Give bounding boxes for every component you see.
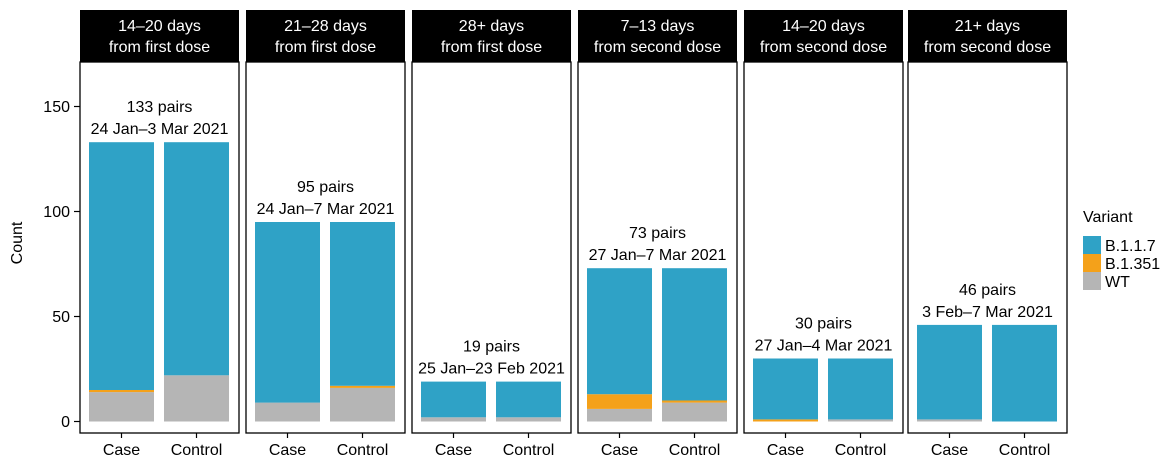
legend-swatch <box>1083 272 1101 290</box>
panel-border <box>245 61 406 434</box>
bar-control-wt <box>662 402 727 422</box>
pairs-annotation: 24 Jan–7 Mar 2021 <box>257 201 395 218</box>
bar-case-wt <box>255 402 320 422</box>
facet-panel: 21+ days from second dose Case Control 46 pa… <box>907 10 1068 459</box>
bar-control-wt <box>496 417 561 422</box>
pairs-annotation: 133 pairs <box>127 99 193 116</box>
facet-strip-label: 14–20 days <box>118 18 201 35</box>
x-tick-label: Control <box>669 442 721 459</box>
bar-case-wt <box>587 408 652 422</box>
bar-case-b117 <box>89 142 154 390</box>
x-tick-label: Control <box>835 442 887 459</box>
facet-panel: 21–28 days from first dose Case Control 95 p… <box>245 10 406 459</box>
bar-case-wt <box>421 417 486 422</box>
bar-control-b117 <box>662 268 727 401</box>
legend-label: WT <box>1105 274 1130 291</box>
x-tick-label: Case <box>269 442 306 459</box>
bar-control-wt <box>164 375 229 422</box>
facet-strip-label: 21+ days <box>955 18 1020 35</box>
bar-case-b117 <box>255 222 320 403</box>
bar-control-b117 <box>330 222 395 386</box>
bar-control-b1351 <box>662 400 727 403</box>
x-tick-label: Case <box>767 442 804 459</box>
x-tick-label: Control <box>999 442 1051 459</box>
facet-strip-label: 21–28 days <box>284 18 367 35</box>
legend-swatch <box>1083 236 1101 254</box>
facet-strip <box>908 10 1067 62</box>
facet-strip <box>80 10 239 62</box>
facet-panel: 14–20 days from second dose Case Control 30 … <box>743 10 904 459</box>
facet-strip-label: from second dose <box>924 39 1051 56</box>
y-tick-label: 100 <box>43 204 70 221</box>
facet-strip <box>578 10 737 62</box>
y-tick-label: 150 <box>43 99 70 116</box>
facet-strip-label: from first dose <box>109 39 210 56</box>
facet-strip-label: from second dose <box>760 39 887 56</box>
pairs-annotation: 27 Jan–4 Mar 2021 <box>755 338 893 355</box>
bar-case-wt <box>89 392 154 422</box>
bar-control-wt <box>828 419 893 422</box>
bar-control-wt <box>330 387 395 422</box>
bar-case-b1351 <box>753 419 818 422</box>
pairs-annotation: 25 Jan–23 Feb 2021 <box>418 361 565 378</box>
panel-border <box>79 61 240 434</box>
panel-border <box>411 61 572 434</box>
x-tick-label: Case <box>931 442 968 459</box>
pairs-annotation: 24 Jan–3 Mar 2021 <box>91 121 229 138</box>
facet-panel: 14–20 days from first dose Case Control 133 … <box>79 10 240 459</box>
pairs-annotation: 19 pairs <box>463 339 520 356</box>
facet-strip-label: from second dose <box>594 39 721 56</box>
pairs-annotation: 3 Feb–7 Mar 2021 <box>922 304 1053 321</box>
bar-control-b117 <box>992 324 1057 422</box>
pairs-annotation: 30 pairs <box>795 316 852 333</box>
x-tick-label: Control <box>171 442 223 459</box>
facet-panel: 7–13 days from second dose Case Control 73 p… <box>577 10 738 459</box>
panel-border <box>577 61 738 434</box>
bar-control-b117 <box>164 142 229 376</box>
legend-label: B.1.1.7 <box>1105 238 1156 255</box>
facet-strip <box>744 10 903 62</box>
facet-strip <box>412 10 571 62</box>
facet-panel: 28+ days from first dose Case Control 19 pai… <box>411 10 572 459</box>
bar-case-b117 <box>587 268 652 395</box>
x-tick-label: Case <box>601 442 638 459</box>
bar-case-b117 <box>917 324 982 420</box>
facet-panels: 14–20 days from first dose Case Control 133 … <box>79 10 1068 459</box>
x-tick-label: Case <box>103 442 140 459</box>
x-tick-label: Control <box>337 442 389 459</box>
panel-border <box>907 61 1068 434</box>
bar-case-b1351 <box>89 390 154 393</box>
bar-case-b117 <box>753 358 818 420</box>
legend-swatch <box>1083 254 1101 272</box>
x-tick-label: Control <box>503 442 555 459</box>
x-tick-label: Case <box>435 442 472 459</box>
bar-case-b1351 <box>587 394 652 409</box>
y-tick-label: 0 <box>61 414 70 431</box>
bar-case-wt <box>917 419 982 422</box>
facet-strip-label: from first dose <box>441 39 542 56</box>
panel-border <box>743 61 904 434</box>
pairs-annotation: 27 Jan–7 Mar 2021 <box>589 247 727 264</box>
pairs-annotation: 73 pairs <box>629 225 686 242</box>
bar-case-b117 <box>421 381 486 418</box>
facet-strip-label: from first dose <box>275 39 376 56</box>
pairs-annotation: 46 pairs <box>959 282 1016 299</box>
facet-strip-label: 28+ days <box>459 18 524 35</box>
legend-title: Variant <box>1083 209 1133 226</box>
bar-control-b117 <box>828 358 893 420</box>
y-axis: 0 50 100 150 <box>43 99 80 431</box>
pairs-annotation: 95 pairs <box>297 179 354 196</box>
facet-strip-label: 14–20 days <box>782 18 865 35</box>
y-tick-label: 50 <box>52 309 70 326</box>
y-axis-title: Count <box>9 221 26 264</box>
bar-control-b1351 <box>330 385 395 388</box>
facet-strip-label: 7–13 days <box>621 18 695 35</box>
bar-control-b117 <box>496 381 561 418</box>
legend-label: B.1.351 <box>1105 256 1160 273</box>
facet-strip <box>246 10 405 62</box>
